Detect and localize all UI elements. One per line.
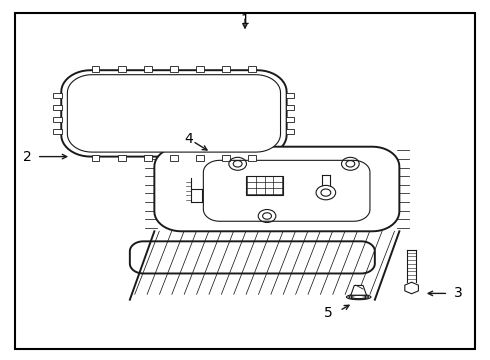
Text: 5: 5 bbox=[324, 306, 333, 320]
Polygon shape bbox=[405, 282, 418, 294]
Polygon shape bbox=[154, 147, 399, 231]
FancyBboxPatch shape bbox=[286, 104, 294, 110]
FancyBboxPatch shape bbox=[248, 66, 256, 72]
Polygon shape bbox=[61, 70, 287, 157]
FancyBboxPatch shape bbox=[118, 66, 125, 72]
Text: 1: 1 bbox=[241, 13, 249, 27]
Ellipse shape bbox=[346, 294, 371, 300]
FancyBboxPatch shape bbox=[222, 66, 230, 72]
FancyBboxPatch shape bbox=[144, 66, 152, 72]
Polygon shape bbox=[351, 285, 367, 295]
FancyBboxPatch shape bbox=[196, 155, 204, 161]
Polygon shape bbox=[67, 75, 280, 152]
FancyBboxPatch shape bbox=[118, 155, 125, 161]
FancyBboxPatch shape bbox=[196, 66, 204, 72]
FancyBboxPatch shape bbox=[92, 155, 99, 161]
Ellipse shape bbox=[351, 295, 366, 299]
Text: 2: 2 bbox=[23, 150, 31, 163]
Polygon shape bbox=[130, 241, 375, 274]
FancyBboxPatch shape bbox=[286, 129, 294, 134]
Text: 3: 3 bbox=[454, 287, 463, 300]
Polygon shape bbox=[203, 160, 370, 221]
Bar bbox=[246, 176, 283, 195]
FancyBboxPatch shape bbox=[222, 155, 230, 161]
FancyBboxPatch shape bbox=[248, 155, 256, 161]
FancyBboxPatch shape bbox=[92, 66, 99, 72]
FancyBboxPatch shape bbox=[286, 117, 294, 122]
Ellipse shape bbox=[349, 295, 368, 299]
Text: 4: 4 bbox=[184, 132, 193, 145]
FancyBboxPatch shape bbox=[53, 93, 62, 98]
FancyBboxPatch shape bbox=[53, 129, 62, 134]
FancyBboxPatch shape bbox=[286, 93, 294, 98]
FancyBboxPatch shape bbox=[53, 117, 62, 122]
FancyBboxPatch shape bbox=[170, 66, 178, 72]
FancyBboxPatch shape bbox=[53, 104, 62, 110]
FancyBboxPatch shape bbox=[170, 155, 178, 161]
FancyBboxPatch shape bbox=[144, 155, 152, 161]
